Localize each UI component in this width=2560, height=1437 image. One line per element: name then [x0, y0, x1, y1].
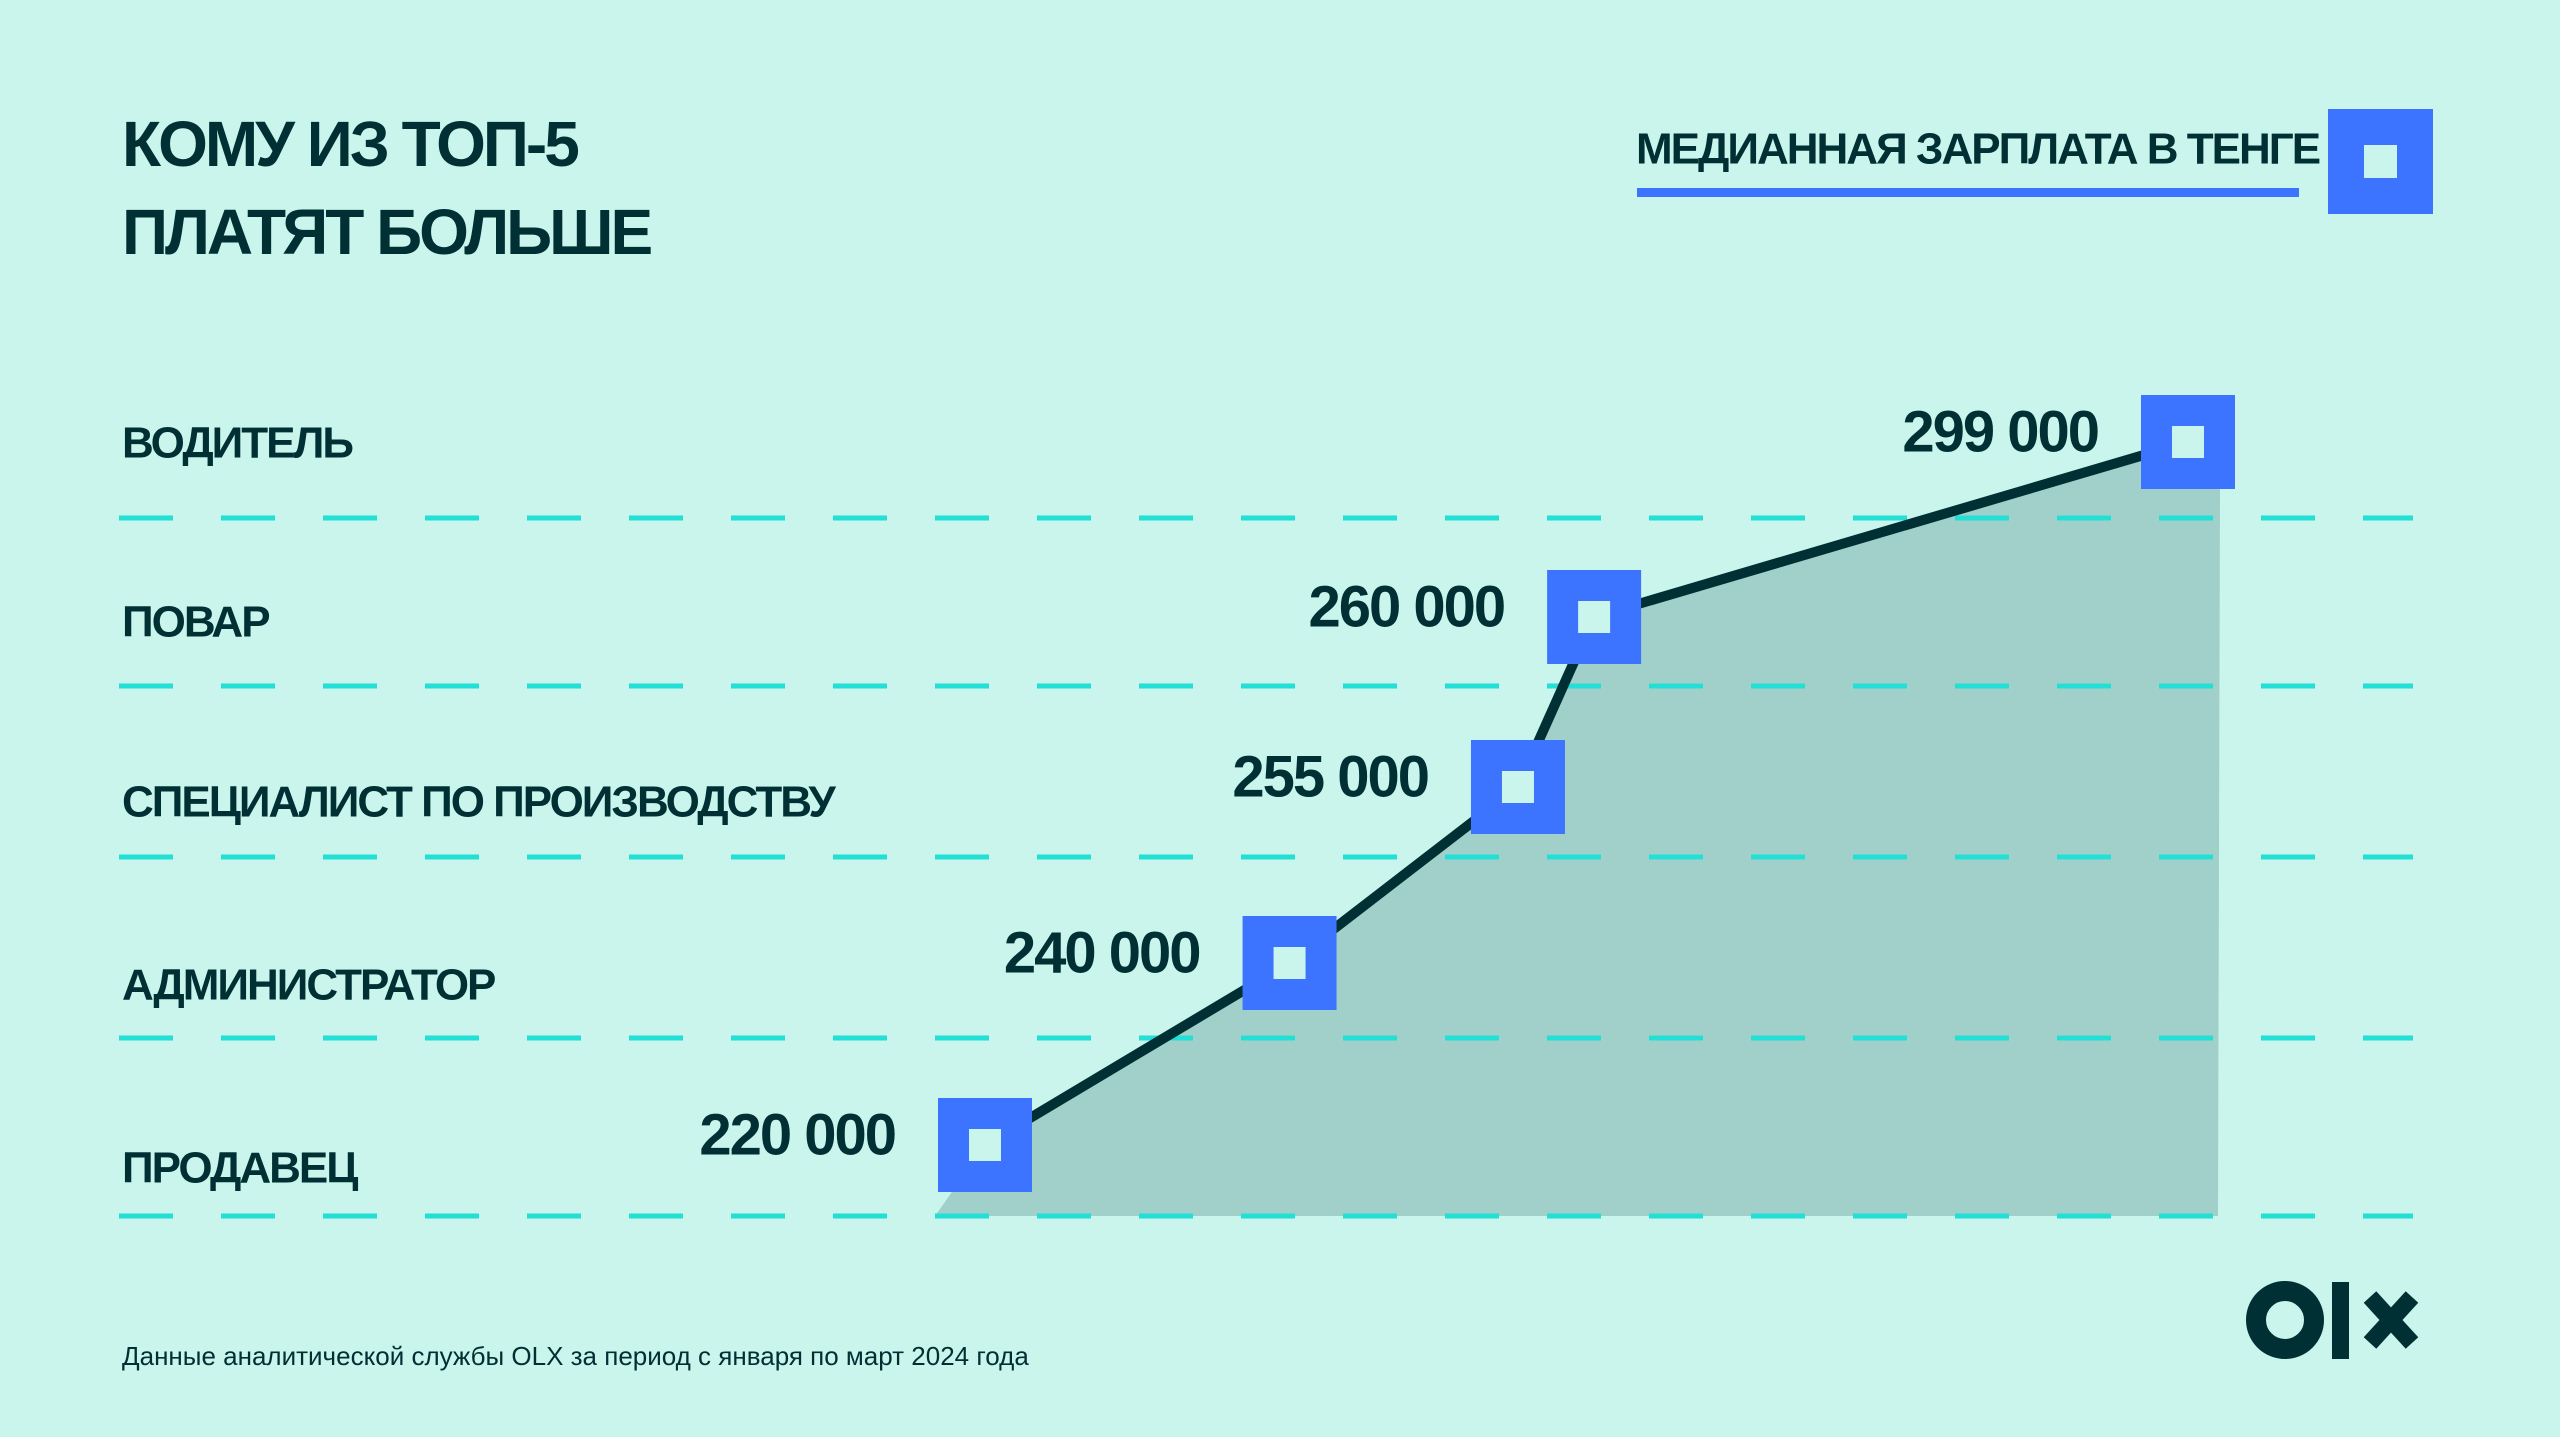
- value-label: 220 000: [699, 1102, 895, 1167]
- value-label: 255 000: [1232, 744, 1428, 809]
- area: [935, 442, 2220, 1216]
- category-label: ПОВАР: [122, 598, 269, 647]
- marker-inner: [1501, 771, 1534, 803]
- legend-underline: [1637, 188, 2299, 197]
- source-note: Данные аналитической службы OLX за перио…: [122, 1341, 1029, 1371]
- marker-inner: [1273, 947, 1306, 979]
- category-label: ПРОДАВЕЦ: [122, 1144, 358, 1193]
- marker-inner: [2172, 426, 2204, 458]
- value-label: 240 000: [1004, 920, 1200, 985]
- category-label: ВОДИТЕЛЬ: [122, 419, 353, 468]
- value-label: 260 000: [1308, 574, 1504, 639]
- marker-inner: [1578, 601, 1611, 633]
- legend-label: МЕДИАННАЯ ЗАРПЛАТА В ТЕНГЕ: [1636, 125, 2320, 174]
- olx-logo: [2246, 1281, 2419, 1359]
- category-label: АДМИНИСТРАТОР: [122, 961, 495, 1010]
- category-label: СПЕЦИАЛИСТ ПО ПРОИЗВОДСТВУ: [122, 778, 836, 827]
- marker-inner: [969, 1129, 1001, 1161]
- chart-title: КОМУ ИЗ ТОП-5 ПЛАТЯТ БОЛЬШЕ: [122, 108, 653, 268]
- legend-marker-inner: [2364, 145, 2397, 178]
- value-label: 299 000: [1902, 399, 2098, 464]
